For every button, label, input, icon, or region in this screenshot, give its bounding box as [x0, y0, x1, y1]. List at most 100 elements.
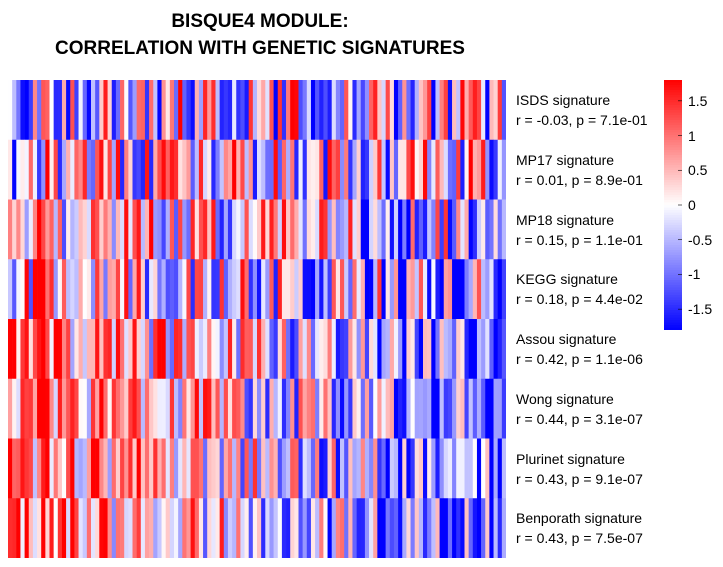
- heatmap-cell: [203, 498, 208, 558]
- heatmap-cell: [398, 199, 403, 260]
- row-label-name: KEGG signature: [516, 271, 618, 288]
- row-label-stats: r = 0.01, p = 8.9e-01: [516, 171, 643, 188]
- heatmap-cell: [211, 139, 216, 200]
- legend-gradient-step: [664, 210, 682, 213]
- heatmap-cell: [74, 199, 79, 260]
- heatmap-cell: [78, 80, 83, 141]
- legend-gradient-step: [664, 302, 682, 306]
- heatmap-cell: [393, 378, 399, 439]
- row-label-name: ISDS signature: [516, 92, 611, 108]
- heatmap-cell: [78, 378, 83, 439]
- heatmap-cell: [439, 139, 445, 200]
- heatmap-cell: [427, 139, 432, 200]
- heatmap-cell: [406, 319, 411, 380]
- heatmap-cell: [82, 319, 88, 380]
- heatmap-cell: [352, 498, 357, 558]
- legend-gradient-step: [664, 217, 682, 221]
- heatmap-cell: [497, 438, 503, 499]
- heatmap-cell: [369, 498, 374, 558]
- heatmap-cell: [223, 438, 229, 499]
- heatmap-cell: [443, 259, 449, 320]
- heatmap-cell: [369, 80, 374, 141]
- heatmap-cell: [128, 259, 133, 320]
- heatmap-cell: [140, 259, 146, 320]
- heatmap-cell: [111, 80, 117, 141]
- heatmap-cell: [203, 259, 208, 320]
- heatmap-cell: [136, 378, 142, 439]
- heatmap-cell: [157, 438, 162, 499]
- row-label-stats: r = 0.44, p = 3.1e-07: [516, 410, 643, 427]
- heatmap-cell: [186, 80, 191, 141]
- heatmap-cell: [381, 80, 386, 141]
- heatmap-cell: [66, 259, 71, 320]
- heatmap-cell: [265, 319, 270, 380]
- chart-title: BISQUE4 MODULE: CORRELATION WITH GENETIC…: [0, 8, 520, 62]
- heatmap-cell: [327, 199, 332, 260]
- heatmap-cell: [82, 139, 88, 200]
- heatmap-cell: [215, 378, 220, 439]
- heatmap-cell: [157, 319, 162, 380]
- heatmap-cell: [306, 199, 312, 260]
- heatmap-cell: [144, 139, 150, 200]
- heatmap-cell: [128, 498, 133, 558]
- heatmap-cell: [323, 438, 328, 499]
- heatmap-cell: [377, 319, 382, 380]
- heatmap-cell: [82, 378, 88, 439]
- heatmap-cell: [398, 319, 403, 380]
- heatmap-cell: [439, 498, 445, 558]
- heatmap-cell: [70, 259, 75, 320]
- heatmap-cell: [61, 80, 67, 141]
- heatmap-cell: [348, 438, 353, 499]
- legend-gradient-step: [664, 127, 682, 131]
- heatmap-cell: [91, 199, 96, 260]
- heatmap-cell: [74, 378, 79, 439]
- heatmap-cell: [273, 199, 279, 260]
- heatmap-cell: [414, 199, 420, 260]
- heatmap-cell: [294, 319, 299, 380]
- heatmap-cell: [306, 438, 312, 499]
- heatmap-cell: [182, 498, 187, 558]
- heatmap-cell: [244, 319, 249, 380]
- heatmap-cell: [481, 199, 486, 260]
- heatmap-cell: [86, 498, 92, 558]
- heatmap-cell: [281, 259, 287, 320]
- heatmap-cell: [385, 199, 391, 260]
- heatmap-cell: [120, 259, 125, 320]
- legend-gradient-step: [664, 322, 682, 326]
- legend-gradient-step: [664, 262, 682, 266]
- heatmap-cell: [157, 259, 162, 320]
- heatmap-cell: [240, 378, 245, 439]
- heatmap-cell: [128, 199, 133, 260]
- heatmap-cell: [144, 199, 150, 260]
- heatmap-cell: [452, 319, 457, 380]
- heatmap-cell: [70, 80, 75, 141]
- heatmap-cell: [290, 438, 295, 499]
- heatmap-cell: [20, 378, 25, 439]
- heatmap-cell: [472, 80, 478, 141]
- heatmap-cell: [153, 80, 158, 141]
- heatmap-cell: [360, 80, 366, 141]
- heatmap-cell: [302, 378, 308, 439]
- heatmap-cell: [456, 80, 461, 141]
- heatmap-cell: [381, 319, 386, 380]
- heatmap-cell: [327, 319, 332, 380]
- legend-gradient-step: [664, 145, 682, 148]
- heatmap-cell: [290, 259, 295, 320]
- heatmap-cell: [115, 139, 121, 200]
- heatmap-cell: [169, 319, 175, 380]
- heatmap-cell: [207, 80, 212, 141]
- heatmap-cell: [219, 498, 225, 558]
- heatmap-cell: [315, 378, 320, 439]
- heatmap-cell: [20, 498, 25, 558]
- heatmap-cell: [153, 199, 158, 260]
- heatmap-cell: [115, 438, 121, 499]
- heatmap-cell: [377, 139, 382, 200]
- heatmap-cell: [248, 378, 254, 439]
- heatmap-cell: [227, 438, 233, 499]
- heatmap-cell: [86, 438, 92, 499]
- heatmap-cell: [406, 259, 411, 320]
- heatmap-cell: [219, 80, 225, 141]
- heatmap-cell: [344, 498, 349, 558]
- heatmap-cell: [464, 139, 469, 200]
- heatmap-cell: [82, 80, 88, 141]
